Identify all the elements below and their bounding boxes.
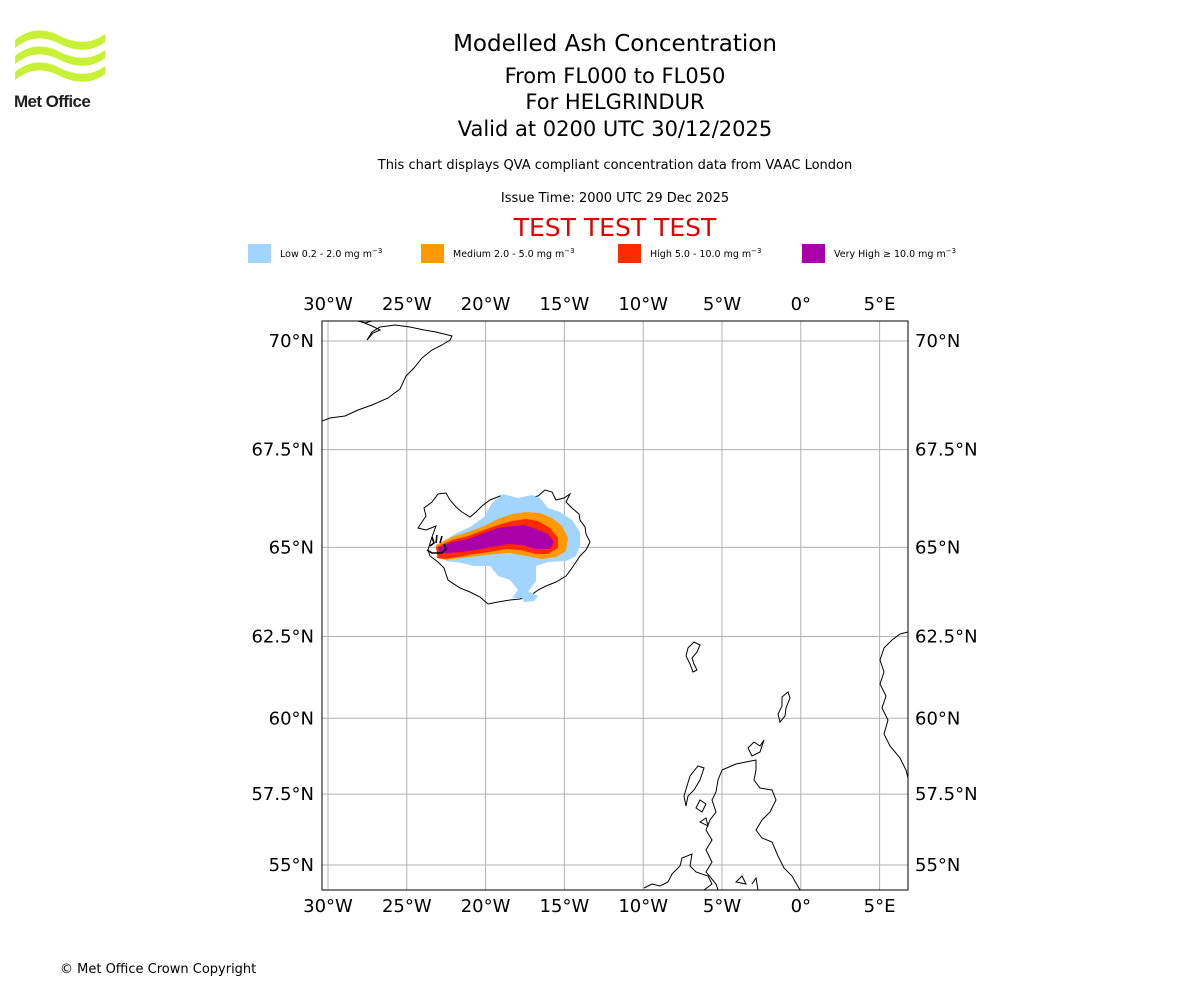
latitude-labels-left: 70°N 67.5°N 65°N 62.5°N 60°N 57.5°N 55°N: [251, 331, 314, 876]
longitude-tick-label: 10°W: [618, 896, 668, 917]
volcano-marker: [426, 534, 447, 554]
latitude-tick-label: 57.5°N: [251, 784, 314, 805]
latitude-tick-label: 55°N: [269, 855, 314, 876]
longitude-tick-label: 0°: [791, 294, 811, 315]
legend-label-medium: Medium 2.0 - 5.0 mg m−3: [453, 247, 575, 260]
coastline-shetland: [777, 691, 791, 724]
qva-note: This chart displays QVA compliant concen…: [377, 158, 853, 173]
latitude-tick-label: 67.5°N: [915, 440, 978, 461]
flight-level-range: From FL000 to FL050: [504, 64, 726, 88]
latitude-labels-right: 70°N 67.5°N 65°N 62.5°N 60°N 57.5°N 55°N: [915, 331, 978, 876]
met-office-waves-icon: [15, 30, 105, 82]
legend-label-high: High 5.0 - 10.0 mg m−3: [650, 247, 762, 260]
coastline-orkney: [747, 739, 765, 757]
met-office-wordmark: Met Office: [14, 92, 91, 111]
latitude-tick-label: 65°N: [269, 537, 314, 558]
ash-very-high-area: [438, 525, 554, 553]
latitude-tick-label: 60°N: [269, 708, 314, 729]
longitude-tick-label: 10°W: [618, 294, 668, 315]
graticule: [322, 321, 908, 890]
latitude-tick-label: 55°N: [915, 855, 960, 876]
longitude-tick-label: 20°W: [461, 896, 511, 917]
test-banner: TEST TEST TEST: [513, 213, 717, 242]
coastline-greenland-north: [357, 321, 373, 324]
issue-time: Issue Time: 2000 UTC 29 Dec 2025: [500, 191, 730, 206]
longitude-tick-label: 30°W: [303, 896, 353, 917]
latitude-tick-label: 62.5°N: [251, 626, 314, 647]
latitude-tick-label: 60°N: [915, 708, 960, 729]
coastline-scotland: [705, 759, 801, 890]
copyright: © Met Office Crown Copyright: [60, 962, 257, 977]
map-frame: [321, 320, 909, 891]
latitude-tick-label: 67.5°N: [251, 440, 314, 461]
longitude-tick-label: 25°W: [382, 896, 432, 917]
ash-plume: [436, 494, 580, 602]
longitude-tick-label: 0°: [791, 896, 811, 917]
legend-swatch-low: [248, 244, 271, 263]
longitude-tick-label: 5°E: [864, 896, 896, 917]
latitude-tick-label: 57.5°N: [915, 784, 978, 805]
longitude-labels-bottom: 30°W 25°W 20°W 15°W 10°W 5°W 0° 5°E: [303, 896, 895, 917]
longitude-tick-label: 15°W: [540, 294, 590, 315]
latitude-tick-label: 62.5°N: [915, 626, 978, 647]
longitude-tick-label: 30°W: [303, 294, 353, 315]
longitude-tick-label: 15°W: [540, 896, 590, 917]
legend-swatch-very-high: [802, 244, 825, 263]
longitude-tick-label: 5°W: [703, 294, 741, 315]
legend-label-low: Low 0.2 - 2.0 mg m−3: [280, 247, 383, 260]
coastline-islands-west: [695, 799, 759, 890]
latitude-tick-label: 65°N: [915, 537, 960, 558]
volcano-name: For HELGRINDUR: [525, 90, 705, 114]
coastlines: [322, 321, 908, 890]
legend-swatch-high: [618, 244, 641, 263]
coastline-greenland: [322, 321, 453, 422]
coastline-faroes: [685, 641, 701, 673]
valid-time: Valid at 0200 UTC 30/12/2025: [457, 117, 773, 141]
legend-label-very-high: Very High ≥ 10.0 mg m−3: [834, 247, 957, 260]
legend-swatch-medium: [421, 244, 444, 263]
latitude-tick-label: 70°N: [269, 331, 314, 352]
longitude-tick-label: 25°W: [382, 294, 432, 315]
chart-title: Modelled Ash Concentration: [453, 31, 777, 57]
longitude-tick-label: 5°E: [864, 294, 896, 315]
coastline-ireland: [643, 853, 713, 890]
ash-low-blob: [520, 592, 538, 602]
longitude-tick-label: 20°W: [461, 294, 511, 315]
volcano-icon: [426, 534, 447, 554]
coastline-norway: [879, 631, 908, 779]
latitude-tick-label: 70°N: [915, 331, 960, 352]
coastline-hebrides: [683, 765, 705, 807]
coastline-iceland: [417, 489, 591, 605]
met-office-logo: Met Office: [14, 30, 109, 114]
longitude-labels-top: 30°W 25°W 20°W 15°W 10°W 5°W 0° 5°E: [303, 294, 895, 315]
longitude-tick-label: 5°W: [703, 896, 741, 917]
